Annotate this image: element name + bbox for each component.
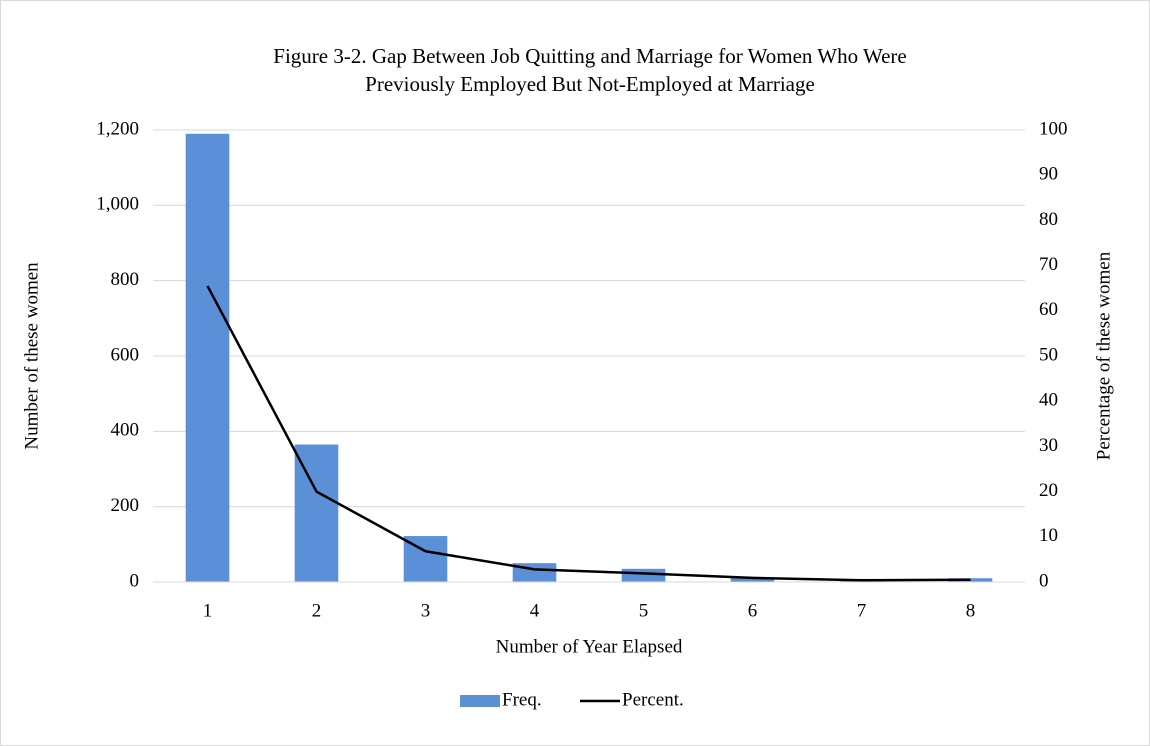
x-tick-label: 6 (748, 600, 758, 621)
y2-tick-label: 60 (1039, 299, 1058, 320)
y2-tick-label: 0 (1039, 570, 1049, 591)
y2-tick-label: 30 (1039, 435, 1058, 456)
y-tick-label: 600 (111, 344, 140, 365)
y-tick-label: 1,000 (96, 194, 139, 215)
bar (621, 568, 666, 582)
bar (185, 133, 230, 582)
y-tick-label: 200 (111, 495, 140, 516)
y2-axis-label: Percentage of these women (1093, 251, 1114, 460)
y2-tick-label: 70 (1039, 254, 1058, 275)
x-tick-label: 2 (312, 600, 322, 621)
y-axis-label: Number of these women (21, 262, 42, 450)
x-tick-label: 4 (530, 600, 540, 621)
y2-tick-label: 40 (1039, 390, 1058, 411)
bar (294, 444, 339, 582)
y-tick-label: 0 (130, 570, 140, 591)
legend-label: Freq. (502, 689, 542, 710)
x-tick-label: 3 (421, 600, 431, 621)
y2-tick-label: 20 (1039, 480, 1058, 501)
y2-tick-label: 50 (1039, 344, 1058, 365)
line (206, 285, 971, 582)
x-axis-label: Number of Year Elapsed (496, 636, 683, 657)
y-tick-label: 800 (111, 269, 140, 290)
y-tick-label: 1,200 (96, 118, 139, 139)
chart-title: Figure 3-2. Gap Between Job Quitting and… (273, 44, 906, 68)
x-tick-label: 1 (203, 600, 213, 621)
x-tick-label: 7 (857, 600, 867, 621)
chart-title: Previously Employed But Not-Employed at … (365, 72, 815, 96)
y2-tick-label: 90 (1039, 164, 1058, 185)
y2-tick-label: 100 (1039, 118, 1068, 139)
bar (730, 577, 775, 582)
legend-label: Percent. (622, 689, 684, 710)
legend-swatch (460, 695, 500, 707)
y2-tick-label: 10 (1039, 525, 1058, 546)
y-tick-label: 400 (111, 420, 140, 441)
x-tick-label: 8 (966, 600, 976, 621)
y2-tick-label: 80 (1039, 209, 1058, 230)
x-tick-label: 5 (639, 600, 649, 621)
